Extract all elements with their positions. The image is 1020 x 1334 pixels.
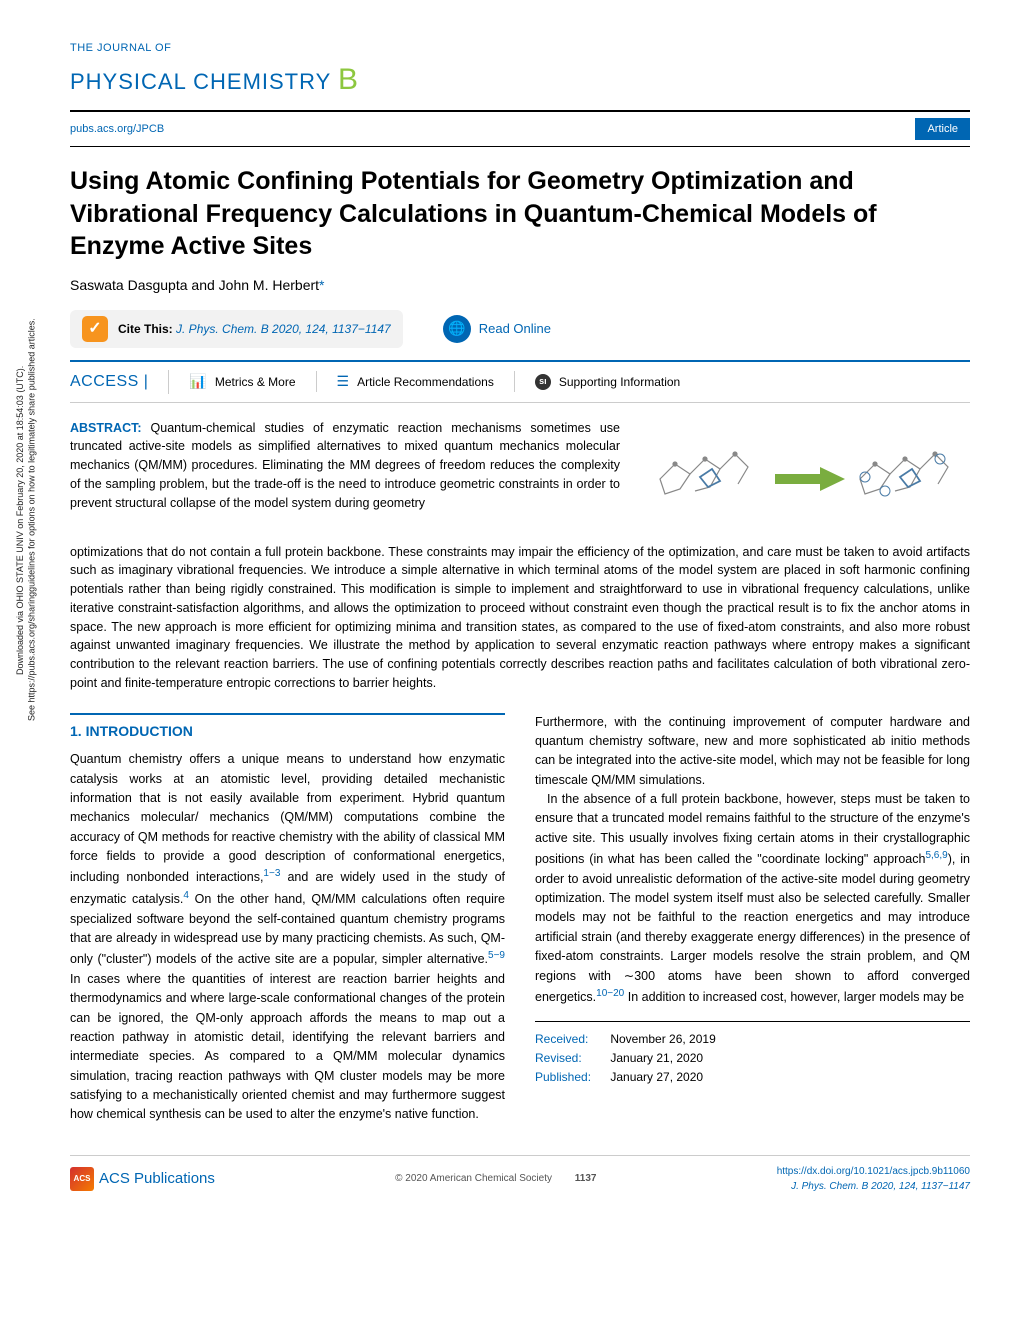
header-bar: pubs.acs.org/JPCB Article: [70, 110, 970, 148]
doi-link[interactable]: https://dx.doi.org/10.1021/acs.jpcb.9b11…: [777, 1166, 970, 1177]
authors-line: Saswata Dasgupta and John M. Herbert*: [70, 275, 970, 296]
cite-row: ✓ Cite This: J. Phys. Chem. B 2020, 124,…: [70, 310, 970, 348]
cite-this-box[interactable]: ✓ Cite This: J. Phys. Chem. B 2020, 124,…: [70, 310, 403, 348]
article-type-badge: Article: [915, 118, 970, 141]
author-names: Saswata Dasgupta and John M. Herbert: [70, 277, 319, 293]
journal-logo: THE JOURNAL OF PHYSICAL CHEMISTRY B: [70, 40, 970, 102]
read-online-label: Read Online: [479, 319, 551, 339]
download-attribution: Downloaded via OHIO STATE UNIV on Februa…: [15, 280, 38, 760]
recommendations-label: Article Recommendations: [357, 373, 494, 391]
ref-link-569[interactable]: 5,6,9: [925, 850, 947, 861]
journal-reference: J. Phys. Chem. B 2020, 124, 1137−1147: [791, 1181, 970, 1192]
cite-text: Cite This: J. Phys. Chem. B 2020, 124, 1…: [118, 320, 391, 338]
supporting-info-button[interactable]: sı Supporting Information: [515, 373, 700, 391]
abstract-text-part1: Quantum-chemical studies of enzymatic re…: [70, 421, 620, 510]
graphical-abstract: [640, 419, 970, 539]
ref-link-10-20[interactable]: 10−20: [596, 988, 624, 999]
attribution-line2: See https://pubs.acs.org/sharingguidelin…: [27, 319, 37, 722]
abstract-section: ABSTRACT: Quantum-chemical studies of en…: [70, 419, 970, 539]
right-col-p1: Furthermore, with the continuing improve…: [535, 713, 970, 791]
pubs-link[interactable]: pubs.acs.org/JPCB: [70, 121, 164, 138]
recommendations-button[interactable]: ☰ Article Recommendations: [317, 371, 515, 392]
introduction-heading: 1. INTRODUCTION: [70, 713, 505, 743]
intro-paragraph: Quantum chemistry offers a unique means …: [70, 750, 505, 1125]
acs-badge-icon: ACS: [70, 1167, 94, 1191]
access-label[interactable]: ACCESS |: [70, 370, 169, 394]
metrics-label: Metrics & More: [215, 373, 296, 391]
right-col-p2: In the absence of a full protein backbon…: [535, 790, 970, 1007]
abstract-label: ABSTRACT:: [70, 421, 142, 435]
published-label: Published:: [535, 1068, 607, 1087]
journal-name: PHYSICAL CHEMISTRY B: [70, 57, 970, 102]
revised-label: Revised:: [535, 1049, 607, 1068]
cite-check-icon: ✓: [82, 316, 108, 342]
cite-reference: J. Phys. Chem. B 2020, 124, 1137−1147: [176, 322, 391, 336]
acs-publications-logo[interactable]: ACS ACS Publications: [70, 1167, 215, 1191]
read-online-button[interactable]: 🌐 Read Online: [443, 315, 551, 343]
right-column: Furthermore, with the continuing improve…: [535, 713, 970, 1125]
bar-chart-icon: 📊: [189, 371, 206, 392]
molecule-diagram-icon: [640, 419, 970, 539]
globe-icon: 🌐: [443, 315, 471, 343]
received-label: Received:: [535, 1030, 607, 1049]
list-icon: ☰: [337, 371, 350, 392]
body-columns: 1. INTRODUCTION Quantum chemistry offers…: [70, 713, 970, 1125]
journal-suffix: B: [338, 63, 359, 96]
published-date: January 27, 2020: [610, 1070, 703, 1084]
attribution-line1: Downloaded via OHIO STATE UNIV on Februa…: [15, 365, 25, 674]
cite-label: Cite This:: [118, 322, 173, 336]
article-toolbar: ACCESS | 📊 Metrics & More ☰ Article Reco…: [70, 360, 970, 403]
page-footer: ACS ACS Publications © 2020 American Che…: [70, 1155, 970, 1194]
footer-left: ACS ACS Publications: [70, 1167, 215, 1191]
footer-right: https://dx.doi.org/10.1021/acs.jpcb.9b11…: [777, 1164, 970, 1194]
publication-dates: Received: November 26, 2019 Revised: Jan…: [535, 1021, 970, 1086]
journal-prefix: THE JOURNAL OF: [70, 40, 970, 57]
ref-link-1-3[interactable]: 1−3: [263, 868, 280, 879]
si-icon: sı: [535, 374, 551, 390]
abstract-text-part2: optimizations that do not contain a full…: [70, 543, 970, 693]
revised-date: January 21, 2020: [610, 1051, 703, 1065]
supporting-info-label: Supporting Information: [559, 373, 680, 391]
page-number: 1137: [575, 1173, 597, 1184]
article-title: Using Atomic Confining Potentials for Ge…: [70, 165, 970, 263]
left-column: 1. INTRODUCTION Quantum chemistry offers…: [70, 713, 505, 1125]
corresponding-asterisk[interactable]: *: [319, 277, 324, 293]
copyright-text: © 2020 American Chemical Society: [395, 1173, 552, 1184]
ref-link-5-9[interactable]: 5−9: [488, 950, 505, 961]
acs-publications-text: ACS Publications: [99, 1168, 215, 1191]
metrics-button[interactable]: 📊 Metrics & More: [169, 371, 316, 392]
received-date: November 26, 2019: [610, 1032, 715, 1046]
footer-center: © 2020 American Chemical Society 1137: [395, 1171, 596, 1186]
